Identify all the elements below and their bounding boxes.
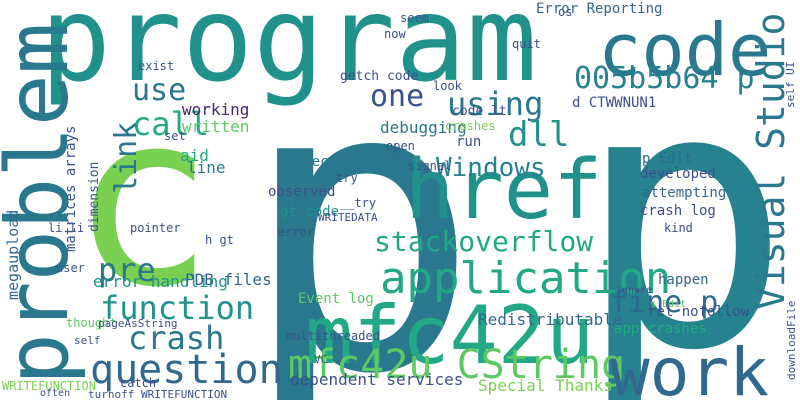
word: VC (314, 353, 328, 366)
word: crash log (640, 203, 716, 219)
word: seem (400, 11, 429, 25)
word: code lt (452, 104, 507, 119)
word: dependent services (290, 370, 464, 389)
word: multithreaded (286, 329, 380, 343)
word: megaupload (4, 209, 22, 300)
word: use (132, 73, 187, 108)
word: __try (340, 196, 377, 210)
word: thought (66, 316, 117, 330)
word: p (240, 0, 481, 400)
word: 005b5b64 p (574, 61, 755, 96)
word: PDB files (185, 270, 272, 289)
word: line (187, 158, 226, 177)
word: li li (48, 221, 85, 235)
word: p (575, 10, 792, 400)
word: getch code (340, 69, 419, 84)
word: link (109, 121, 144, 194)
word: exist (138, 59, 175, 73)
word: program (40, 0, 538, 108)
word: often (40, 388, 71, 399)
word: try (336, 171, 358, 185)
word: application (380, 253, 672, 304)
word: dimension (87, 161, 102, 232)
word: href (405, 143, 603, 238)
word: Event log (298, 291, 374, 307)
word: rel nofollow (648, 304, 750, 320)
word: p Edit (642, 151, 693, 167)
word: working (182, 100, 250, 119)
word: quit (512, 37, 541, 51)
word: app crashes (614, 321, 707, 337)
word: using (447, 85, 544, 123)
word: Windows (436, 153, 546, 183)
word: attempting (642, 185, 727, 201)
word: Visual Studio (749, 12, 793, 310)
word: observed (268, 184, 336, 200)
word: open (386, 139, 415, 153)
word: signal (408, 159, 452, 173)
word: h gt (205, 233, 234, 247)
word: catch (120, 376, 157, 390)
word: Special Thanks (478, 376, 613, 395)
word: self UI (784, 61, 797, 108)
word: developed (640, 166, 716, 182)
word: mfc42u (305, 289, 594, 382)
word: Redistributable (478, 310, 623, 329)
word: Error Reporting (536, 1, 663, 17)
word: c (70, 60, 215, 340)
word: crash (128, 319, 225, 357)
word: aid (180, 146, 209, 165)
word: error handling (93, 272, 228, 291)
word: crashes (445, 119, 496, 133)
word: one (370, 79, 425, 114)
word: pre (98, 251, 156, 289)
word: pointer (130, 221, 181, 235)
word: debugging (380, 118, 467, 137)
word: os (558, 5, 573, 19)
word: s Edit (650, 299, 687, 310)
word: pageAsString (98, 317, 178, 330)
word: WRITEDATA (318, 211, 378, 224)
word: call (132, 105, 210, 143)
word: run (456, 134, 482, 150)
word: look (433, 79, 462, 93)
word: project (278, 154, 338, 170)
word: kind (664, 221, 693, 235)
word: dll (508, 115, 570, 155)
word: fine p (610, 285, 719, 320)
word: set (164, 129, 186, 143)
word: function (100, 289, 255, 327)
word: self (74, 334, 101, 347)
word: work (610, 334, 769, 400)
word: turnoff WRITEFUNCTION (88, 388, 228, 400)
word: user (56, 261, 85, 275)
word: mfc42u CString (288, 342, 626, 388)
word: now (384, 27, 406, 41)
word: question (90, 347, 283, 393)
word: error (278, 225, 315, 239)
word: stackoverflow (374, 225, 594, 258)
word: gt code (280, 204, 340, 220)
word: code (598, 8, 772, 92)
word: ignore (616, 285, 653, 296)
word: written (182, 117, 250, 136)
word: WRITEFUNCTION (2, 379, 96, 393)
word: downloadFile (785, 300, 798, 380)
word: happen (658, 272, 709, 288)
word: d CTWWNUN1 (572, 95, 657, 111)
